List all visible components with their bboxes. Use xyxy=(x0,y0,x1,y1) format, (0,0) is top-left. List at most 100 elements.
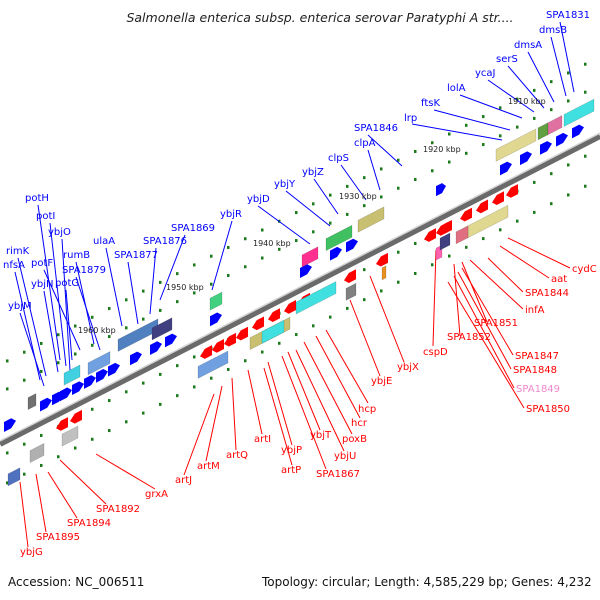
gene-label-ycaJ[interactable]: ycaJ xyxy=(475,68,496,79)
tick-mark xyxy=(159,308,162,312)
gene-label-SPA1852[interactable]: SPA1852 xyxy=(447,332,491,343)
gene-label-potG[interactable]: potG xyxy=(55,278,79,289)
gene-label-potH[interactable]: potH xyxy=(25,193,49,204)
gene-label-SPA1867[interactable]: SPA1867 xyxy=(316,469,360,480)
gene-label-poxB[interactable]: poxB xyxy=(342,434,367,445)
tick-mark xyxy=(397,158,400,162)
gene-label-cspD[interactable]: cspD xyxy=(423,347,448,358)
gene-label-hcp[interactable]: hcp xyxy=(358,404,376,415)
gene-label-ybjU[interactable]: ybjU xyxy=(334,451,356,462)
callout-line xyxy=(315,335,361,419)
forward-gene-arrow xyxy=(436,183,446,197)
callout-line xyxy=(47,471,78,519)
callout-line xyxy=(211,220,233,291)
gene-label-lrp[interactable]: lrp xyxy=(404,113,417,124)
gene-label-ybjN[interactable]: ybjN xyxy=(31,279,54,290)
forward-gene-block xyxy=(27,393,37,411)
gene-label-dmsB[interactable]: dmsB xyxy=(539,25,567,36)
reverse-gene-arrow xyxy=(506,184,518,198)
reverse-gene-arrow xyxy=(268,308,280,322)
tick-mark xyxy=(142,411,145,415)
gene-label-clpA[interactable]: clpA xyxy=(354,138,376,149)
callout-line xyxy=(281,355,327,470)
tick-mark xyxy=(380,195,383,199)
tick-mark xyxy=(363,298,366,302)
gene-label-SPA1895[interactable]: SPA1895 xyxy=(36,532,80,543)
gene-label-SPA1846[interactable]: SPA1846 xyxy=(354,123,398,134)
gene-label-artJ[interactable]: artJ xyxy=(175,475,192,486)
tick-mark xyxy=(346,212,349,216)
tick-mark xyxy=(278,341,281,345)
gene-label-SPA1876[interactable]: SPA1876 xyxy=(143,236,187,247)
gene-label-ybjR[interactable]: ybjR xyxy=(220,209,242,220)
gene-label-ybjG[interactable]: ybjG xyxy=(20,547,43,558)
gene-label-aat[interactable]: aat xyxy=(551,274,567,285)
gene-label-nfsA[interactable]: nfsA xyxy=(3,260,25,271)
gene-label-ftsK[interactable]: ftsK xyxy=(421,98,440,109)
tick-mark xyxy=(533,88,536,92)
gene-label-artI[interactable]: artI xyxy=(254,434,271,445)
forward-gene-block xyxy=(301,246,319,268)
gene-label-rumB[interactable]: rumB xyxy=(63,250,90,261)
gene-label-rimK[interactable]: rimK xyxy=(6,246,30,257)
gene-label-ybjD[interactable]: ybjD xyxy=(247,194,270,205)
gene-label-SPA1850[interactable]: SPA1850 xyxy=(526,404,570,415)
gene-label-SPA1849[interactable]: SPA1849 xyxy=(516,384,560,395)
gene-label-cydC[interactable]: cydC xyxy=(572,264,597,275)
gene-label-clpS[interactable]: clpS xyxy=(328,153,349,164)
gene-label-SPA1847[interactable]: SPA1847 xyxy=(515,351,559,362)
tick-mark xyxy=(567,71,570,75)
tick-mark xyxy=(227,273,230,277)
gene-label-potF[interactable]: potF xyxy=(31,258,53,269)
tick-mark xyxy=(142,317,145,321)
gene-label-ybjE[interactable]: ybjE xyxy=(371,376,392,387)
gene-label-ybjZ[interactable]: ybjZ xyxy=(302,167,324,178)
gene-label-SPA1877[interactable]: SPA1877 xyxy=(114,250,158,261)
reverse-gene-block xyxy=(29,443,45,464)
gene-label-artQ[interactable]: artQ xyxy=(226,450,248,461)
tick-marks xyxy=(6,62,587,485)
tick-mark xyxy=(23,442,26,446)
gene-label-potI[interactable]: potI xyxy=(36,211,55,222)
gene-label-hcr[interactable]: hcr xyxy=(351,418,368,429)
callout-line xyxy=(43,290,59,373)
gene-label-serS[interactable]: serS xyxy=(496,54,518,65)
gene-label-ybjX[interactable]: ybjX xyxy=(397,362,419,373)
callout-line xyxy=(411,123,503,141)
tick-mark xyxy=(91,315,94,319)
forward-gene-arrow xyxy=(72,381,84,396)
gene-label-ybjP[interactable]: ybjP xyxy=(281,445,302,456)
gene-label-artP[interactable]: artP xyxy=(281,465,301,476)
gene-label-SPA1894[interactable]: SPA1894 xyxy=(67,518,111,529)
gene-label-ulaA[interactable]: ulaA xyxy=(93,236,115,247)
gene-label-grxA[interactable]: grxA xyxy=(145,489,168,500)
gene-label-SPA1831[interactable]: SPA1831 xyxy=(546,10,590,21)
gene-label-SPA1869[interactable]: SPA1869 xyxy=(171,223,215,234)
tick-mark xyxy=(312,230,315,234)
gene-label-dmsA[interactable]: dmsA xyxy=(514,40,542,51)
tick-mark xyxy=(278,247,281,251)
forward-gene-arrow xyxy=(40,397,52,412)
gene-label-ybjT[interactable]: ybjT xyxy=(310,430,332,441)
gene-label-SPA1879[interactable]: SPA1879 xyxy=(62,265,106,276)
gene-label-ybjO[interactable]: ybjO xyxy=(48,227,71,238)
callout-line xyxy=(267,361,293,446)
gene-label-ybjM[interactable]: ybjM xyxy=(8,301,32,312)
forward-gene-arrow xyxy=(300,264,312,278)
reverse-gene-block xyxy=(455,225,469,245)
callout-line xyxy=(487,257,524,293)
gene-label-artM[interactable]: artM xyxy=(197,461,220,472)
callout-line xyxy=(303,341,353,435)
tick-mark xyxy=(193,291,196,295)
gene-label-SPA1892[interactable]: SPA1892 xyxy=(96,504,140,515)
gene-label-SPA1851[interactable]: SPA1851 xyxy=(474,318,518,329)
gene-label-SPA1848[interactable]: SPA1848 xyxy=(513,365,557,376)
callout-line xyxy=(432,249,437,347)
gene-label-SPA1844[interactable]: SPA1844 xyxy=(525,288,569,299)
reverse-gene-block xyxy=(61,425,79,447)
reverse-gene-arrow xyxy=(70,409,82,424)
gene-label-lolA[interactable]: lolA xyxy=(447,83,466,94)
gene-label-ybjY[interactable]: ybjY xyxy=(274,179,296,190)
tick-mark xyxy=(414,271,417,275)
gene-label-infA[interactable]: infA xyxy=(525,305,545,316)
